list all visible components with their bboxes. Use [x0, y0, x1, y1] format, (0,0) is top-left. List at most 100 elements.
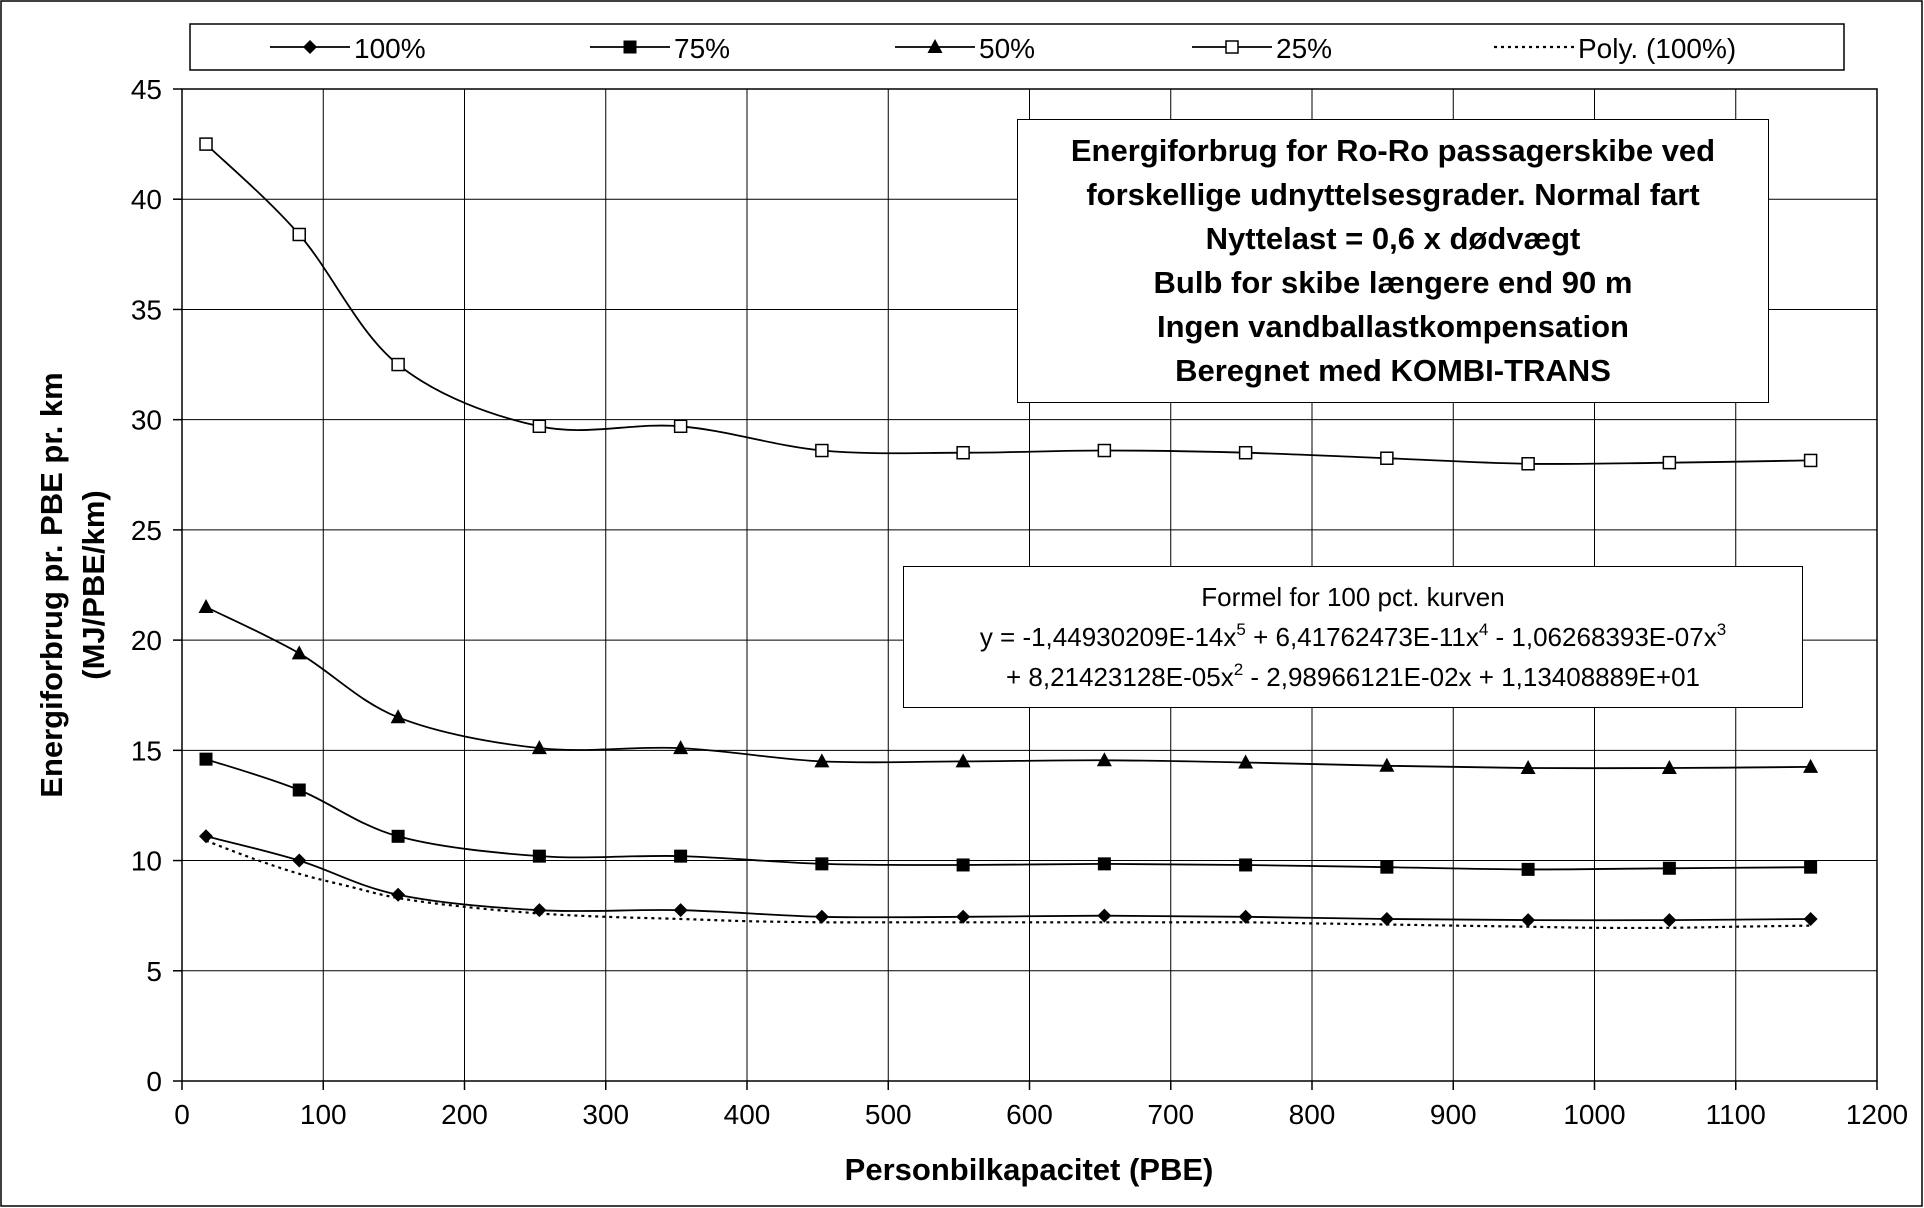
legend-box: [189, 23, 1845, 71]
x-tick-label: 900: [1430, 1099, 1477, 1130]
formula-term: y = -1,44930209E-14x: [979, 622, 1237, 652]
data-point: [1238, 909, 1253, 924]
data-point: [1661, 759, 1677, 774]
legend-entry: 50%: [895, 33, 1035, 64]
y-tick-label: 35: [131, 294, 162, 325]
data-point: [1239, 858, 1253, 872]
legend-label: 75%: [674, 33, 730, 64]
chart-title-line: forskellige udnyttelsesgrader. Normal fa…: [1086, 177, 1700, 212]
data-point: [532, 849, 546, 863]
x-axis-title: Personbilkapacitet (PBE): [845, 1152, 1214, 1187]
data-point: [199, 752, 213, 766]
y-axis-title-line-2: (MJ/PBE/km): [76, 490, 111, 679]
x-tick-label: 200: [441, 1099, 488, 1130]
data-point: [1521, 457, 1535, 471]
data-point: [1520, 759, 1536, 774]
data-point: [1379, 757, 1395, 772]
chart-title-line: Bulb for skibe længere end 90 m: [1153, 265, 1633, 300]
chart-title-line: Ingen vandballastkompensation: [1157, 309, 1629, 344]
data-point: [815, 857, 829, 871]
data-point: [1238, 445, 1253, 460]
x-tick-label: 1000: [1563, 1099, 1625, 1130]
x-tick-label: 1200: [1846, 1099, 1908, 1130]
x-tick-label: 100: [300, 1099, 347, 1130]
x-tick-label: 800: [1289, 1099, 1336, 1130]
chart-title-box: Energiforbrug for Ro-Ro passagerskibe ve…: [1017, 119, 1769, 403]
data-point: [532, 903, 547, 918]
data-point: [956, 445, 970, 460]
formula-term: + 6,41762473E-11x: [1245, 622, 1479, 652]
formula-term: - 2,98966121E-02x + 1,13408889E+01: [1243, 662, 1700, 692]
formula-exponent: 4: [1478, 620, 1489, 639]
series-25-: [199, 137, 1818, 471]
data-point: [1379, 911, 1394, 926]
legend: 100% 75% 50% 25% Poly. (100%): [189, 23, 1845, 71]
legend-label: 25%: [1276, 33, 1332, 64]
series-100-: [199, 829, 1818, 928]
data-point: [956, 858, 970, 872]
x-tick-label: 400: [724, 1099, 771, 1130]
data-point: [1662, 913, 1677, 928]
formula-heading: Formel for 100 pct. kurven: [1201, 582, 1505, 612]
data-point: [292, 227, 306, 242]
legend-entry: 25%: [1192, 33, 1332, 64]
legend-entry: Poly. (100%): [1494, 33, 1736, 64]
legend-entry: 100%: [270, 33, 426, 64]
data-point: [1380, 451, 1394, 465]
formula-annotation-box: Formel for 100 pct. kurven y = -1,449302…: [903, 566, 1803, 708]
data-point: [673, 903, 688, 918]
legend-swatch-marker: [303, 40, 317, 54]
legend-label: 50%: [979, 33, 1035, 64]
x-tick-label: 500: [865, 1099, 912, 1130]
data-point: [391, 357, 405, 372]
data-point: [673, 419, 688, 434]
data-point: [1662, 861, 1676, 875]
data-point: [1521, 862, 1535, 876]
data-point: [1097, 857, 1111, 871]
series-50-: [198, 599, 1819, 774]
y-tick-label: 45: [131, 74, 162, 105]
y-tick-label: 40: [131, 184, 162, 215]
data-point: [814, 753, 830, 768]
y-axis-title-line-1: Energiforbrug pr. PBE pr. km: [34, 372, 69, 797]
data-point: [199, 829, 214, 844]
data-point: [532, 419, 547, 434]
data-point: [1097, 443, 1112, 458]
chart-title-line: Energiforbrug for Ro-Ro passagerskibe ve…: [1070, 133, 1716, 168]
data-point: [955, 753, 971, 768]
data-point: [674, 849, 688, 863]
legend-swatch-marker: [1225, 40, 1239, 54]
series-75-: [199, 752, 1818, 876]
formula-line-1: y = -1,44930209E-14x5 + 6,41762473E-11x4…: [980, 617, 1726, 657]
x-tick-label: 600: [1006, 1099, 1053, 1130]
data-point: [956, 909, 971, 924]
data-point: [814, 909, 829, 924]
series-layer: [198, 137, 1819, 930]
y-tick-label: 10: [131, 846, 162, 877]
data-point: [531, 740, 547, 755]
chart-title-line: Beregnet med KOMBI-TRANS: [1175, 353, 1611, 388]
formula-line-2: + 8,21423128E-05x2 - 2,98966121E-02x + 1…: [1006, 657, 1700, 697]
y-tick-label: 30: [131, 405, 162, 436]
data-point: [1804, 860, 1818, 874]
data-point: [291, 645, 307, 660]
data-point: [198, 599, 214, 614]
data-point: [292, 853, 307, 868]
data-point: [1097, 908, 1112, 923]
legend-label: Poly. (100%): [1578, 33, 1736, 64]
x-tick-label: 1100: [1706, 1099, 1766, 1130]
data-point: [199, 137, 213, 151]
legend-label: 100%: [354, 33, 426, 64]
data-point: [1521, 913, 1536, 928]
x-tick-label: 300: [582, 1099, 629, 1130]
data-point: [391, 829, 405, 843]
x-tick-label: 0: [174, 1099, 190, 1130]
y-tick-label: 25: [131, 515, 162, 546]
formula-exponent: 2: [1233, 660, 1244, 679]
formula-term: + 8,21423128E-05x: [1006, 662, 1234, 692]
x-tick-label: 700: [1147, 1099, 1194, 1130]
y-tick-label: 5: [146, 956, 162, 987]
formula-exponent: 3: [1716, 620, 1727, 639]
y-tick-label: 15: [131, 735, 162, 766]
